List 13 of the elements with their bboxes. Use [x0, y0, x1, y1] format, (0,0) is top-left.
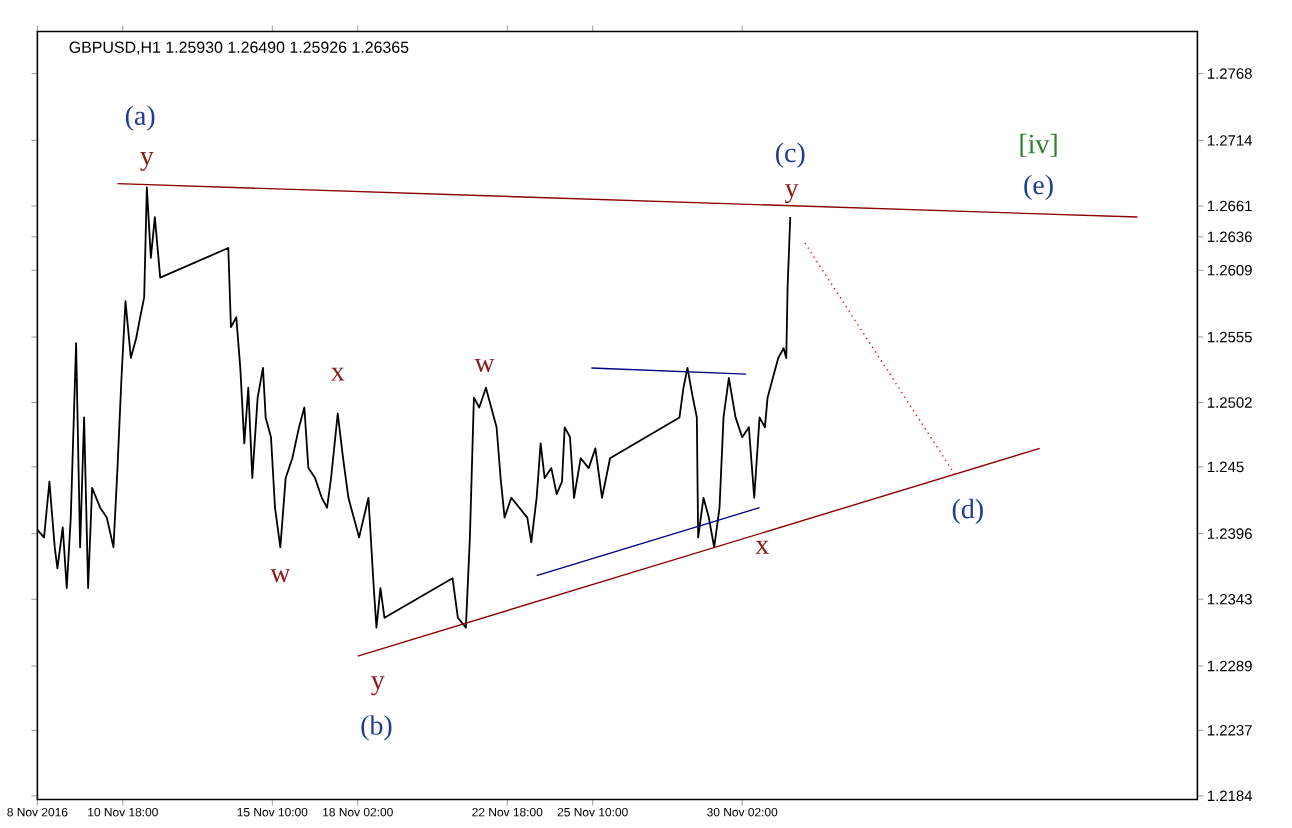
annotation: x [755, 540, 769, 554]
annotation: (b) [361, 715, 392, 741]
annotation: x [331, 367, 345, 381]
annotation: [iv] [1020, 133, 1057, 157]
annotation: w [474, 358, 495, 373]
annotation: (c) [776, 142, 805, 168]
annotation: w [270, 569, 291, 583]
annotation: (d) [952, 498, 983, 525]
annotation: (a) [125, 105, 155, 131]
annotation: y [784, 184, 799, 203]
annotation: y [140, 151, 154, 171]
annotation: y [371, 676, 385, 696]
annotation: (e) [1024, 174, 1053, 201]
